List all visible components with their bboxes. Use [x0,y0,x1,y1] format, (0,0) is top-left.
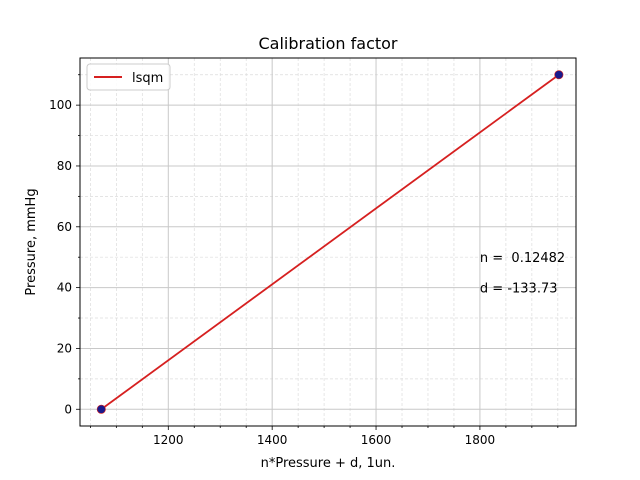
annotation-n: n = 0.12482 [480,251,565,266]
legend-box [86,63,171,91]
y-tick-label: 20 [57,341,72,355]
x-tick-label: 1800 [465,433,496,447]
annotation-d: d = -133.73 [480,282,558,297]
x-tick-label: 1600 [361,433,392,447]
major-grid [80,58,576,426]
x-tick-label: 1400 [257,433,288,447]
data-point [554,70,564,80]
x-axis-label: n*Pressure + d, 1un. [261,456,396,471]
annotation-layer: n = 0.12482 d = -133.73 [480,251,565,296]
series-line-lsqm [100,74,560,410]
legend-label-lsqm: lsqm [132,71,163,86]
axis-ticks [76,74,559,430]
x-tick-labels: 1200 1400 1600 1800 [153,433,495,447]
y-tick-label: 80 [57,159,72,173]
x-tick-label: 1200 [153,433,184,447]
minor-grid [80,58,576,426]
y-tick-label: 60 [57,220,72,234]
data-point [96,404,106,414]
y-tick-label: 0 [64,402,72,416]
series-layer [96,70,564,414]
plot-frame [79,57,577,427]
chart-title: Calibration factor [258,34,397,53]
y-tick-label: 40 [57,281,72,295]
y-tick-labels: 0 20 40 60 80 100 [49,98,72,416]
y-tick-label: 100 [49,98,72,112]
legend: lsqm [86,63,171,91]
y-axis-label: Pressure, mmHg [24,188,39,295]
